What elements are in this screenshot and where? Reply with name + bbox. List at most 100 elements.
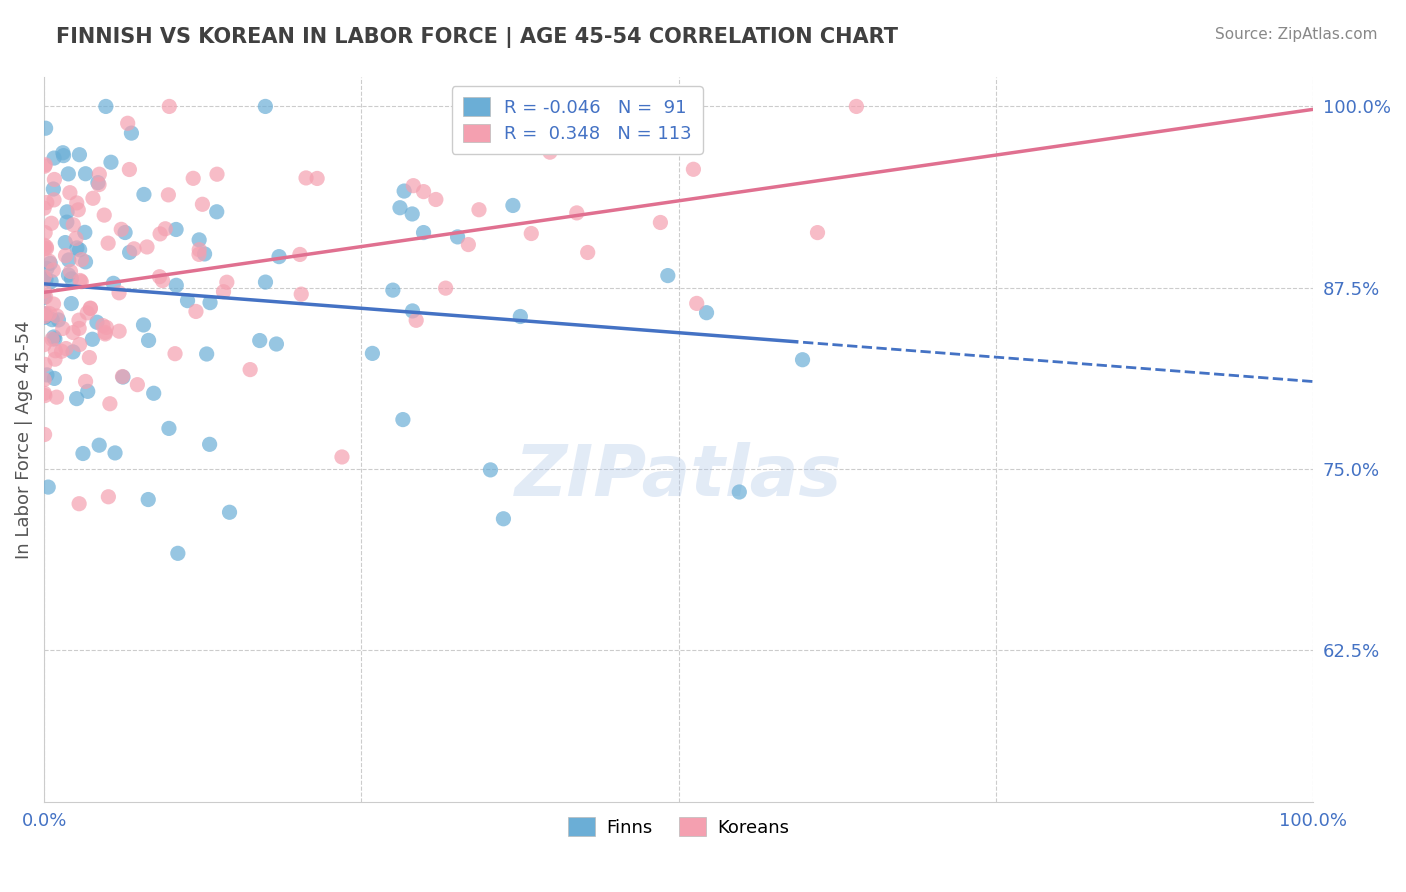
Text: ZIPatlas: ZIPatlas bbox=[515, 442, 842, 510]
Point bbox=[89, 167, 111, 181]
Point bbox=[39, 275, 62, 289]
Point bbox=[457, 237, 479, 252]
Point bbox=[114, 226, 136, 240]
Point bbox=[266, 337, 288, 351]
Point bbox=[446, 230, 468, 244]
Point bbox=[56, 204, 79, 219]
Point bbox=[66, 195, 89, 210]
Point bbox=[35, 240, 58, 254]
Point bbox=[34, 388, 56, 402]
Point bbox=[70, 252, 93, 267]
Point bbox=[45, 309, 67, 323]
Legend: R = -0.046   N =  91, R =  0.348   N = 113: R = -0.046 N = 91, R = 0.348 N = 113 bbox=[451, 87, 703, 154]
Point bbox=[32, 238, 55, 252]
Point bbox=[32, 310, 55, 324]
Point bbox=[65, 231, 87, 245]
Point bbox=[792, 352, 814, 367]
Point bbox=[111, 369, 134, 384]
Point bbox=[845, 99, 868, 113]
Point bbox=[502, 198, 524, 212]
Point bbox=[75, 255, 97, 269]
Point bbox=[34, 427, 56, 442]
Point bbox=[69, 147, 91, 161]
Point bbox=[330, 450, 353, 464]
Point bbox=[104, 446, 127, 460]
Point bbox=[34, 358, 56, 372]
Point bbox=[290, 287, 312, 301]
Point bbox=[44, 371, 66, 385]
Point bbox=[288, 247, 311, 261]
Point bbox=[547, 136, 569, 150]
Point bbox=[32, 242, 55, 256]
Point bbox=[108, 285, 131, 300]
Point bbox=[479, 463, 502, 477]
Point bbox=[267, 250, 290, 264]
Point bbox=[103, 277, 125, 291]
Point bbox=[402, 178, 425, 193]
Point bbox=[93, 208, 115, 222]
Point bbox=[165, 278, 187, 293]
Point bbox=[67, 202, 90, 217]
Point bbox=[79, 301, 101, 316]
Point bbox=[94, 326, 117, 340]
Point bbox=[58, 252, 80, 267]
Text: FINNISH VS KOREAN IN LABOR FORCE | AGE 45-54 CORRELATION CHART: FINNISH VS KOREAN IN LABOR FORCE | AGE 4… bbox=[56, 27, 898, 48]
Point bbox=[67, 313, 90, 327]
Point bbox=[165, 222, 187, 236]
Point bbox=[41, 332, 63, 346]
Point bbox=[52, 321, 75, 335]
Point bbox=[401, 304, 423, 318]
Point bbox=[98, 397, 121, 411]
Point bbox=[34, 226, 56, 240]
Point bbox=[35, 242, 58, 256]
Point bbox=[122, 242, 145, 256]
Point bbox=[492, 512, 515, 526]
Point bbox=[55, 249, 77, 263]
Point bbox=[425, 193, 447, 207]
Point bbox=[42, 193, 65, 207]
Point bbox=[32, 373, 55, 387]
Point bbox=[184, 304, 207, 318]
Point bbox=[34, 158, 56, 172]
Point bbox=[42, 330, 65, 344]
Point bbox=[86, 315, 108, 329]
Point bbox=[32, 307, 55, 321]
Point bbox=[198, 295, 221, 310]
Point bbox=[34, 270, 56, 285]
Point bbox=[155, 221, 177, 235]
Point bbox=[218, 505, 240, 519]
Point bbox=[60, 272, 83, 286]
Point bbox=[205, 167, 228, 181]
Point bbox=[87, 178, 110, 192]
Point bbox=[142, 386, 165, 401]
Point bbox=[650, 215, 672, 229]
Point bbox=[79, 351, 101, 365]
Point bbox=[118, 162, 141, 177]
Point bbox=[34, 290, 56, 304]
Point bbox=[157, 187, 180, 202]
Point bbox=[163, 347, 186, 361]
Point bbox=[152, 274, 174, 288]
Point bbox=[42, 151, 65, 165]
Point bbox=[682, 162, 704, 177]
Point bbox=[194, 247, 217, 261]
Point bbox=[41, 312, 63, 326]
Point bbox=[48, 313, 70, 327]
Point bbox=[516, 119, 538, 133]
Point bbox=[412, 226, 434, 240]
Point bbox=[538, 145, 561, 160]
Point bbox=[195, 347, 218, 361]
Point bbox=[69, 243, 91, 257]
Point bbox=[44, 332, 66, 346]
Point bbox=[91, 318, 114, 333]
Point bbox=[94, 99, 117, 113]
Point bbox=[82, 332, 104, 346]
Point bbox=[53, 235, 76, 250]
Point bbox=[181, 171, 204, 186]
Point bbox=[361, 346, 384, 360]
Point bbox=[132, 187, 155, 202]
Point bbox=[76, 306, 98, 320]
Point bbox=[696, 306, 718, 320]
Point bbox=[176, 293, 198, 308]
Point bbox=[66, 241, 89, 255]
